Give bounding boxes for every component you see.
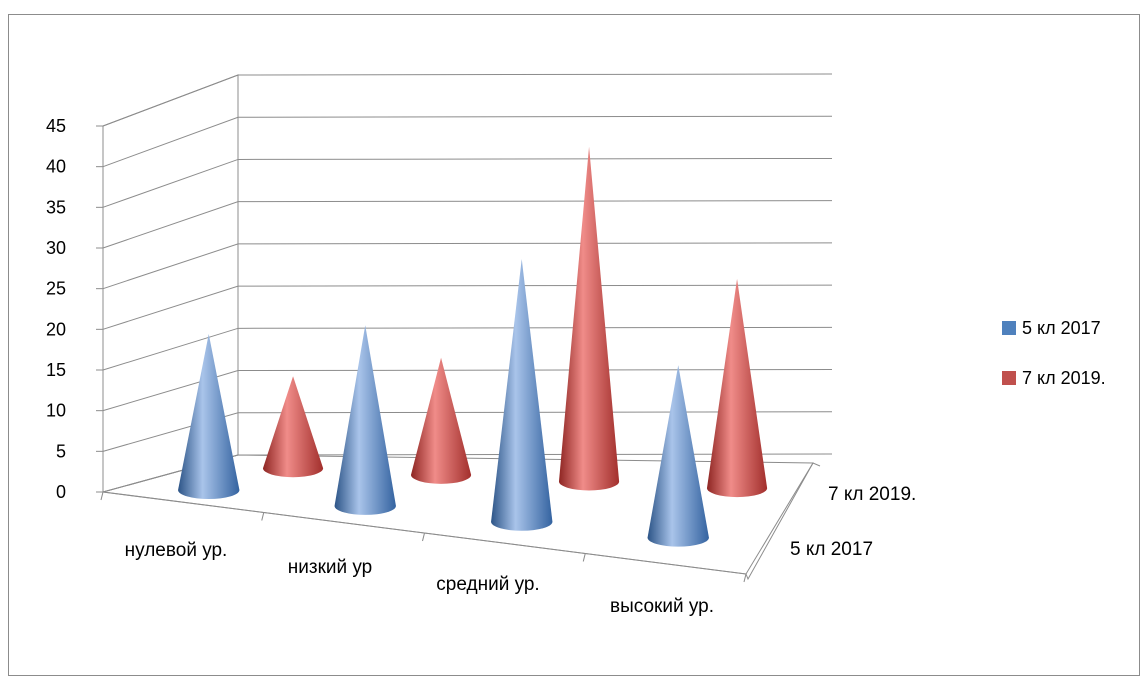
y-tick-label: 40: [46, 157, 66, 177]
bar: [558, 146, 620, 491]
legend-swatch-0: [1002, 321, 1016, 335]
y-tick-label: 35: [46, 197, 66, 217]
bar: [647, 365, 709, 547]
cone-0-2: [491, 259, 553, 531]
x-tick-label: нулевой ур.: [125, 540, 228, 561]
cone-1-2: [558, 146, 620, 491]
gridline: [102, 242, 833, 290]
x-tick-mark: [100, 491, 104, 501]
y-tick-label: 0: [56, 482, 66, 502]
x-tick-mark: [743, 573, 747, 583]
y-tick-label: 15: [46, 360, 66, 380]
bar: [706, 278, 768, 498]
bar: [178, 334, 240, 500]
gridline: [102, 369, 833, 412]
y-tick-label: 30: [46, 238, 66, 258]
bar: [491, 259, 553, 531]
gridline: [102, 115, 833, 168]
depth-tick-label: 7 кл 2019.: [828, 484, 916, 505]
legend-label-0: 5 кл 2017: [1022, 318, 1101, 338]
cone-1-3: [706, 278, 768, 498]
x-tick-mark: [261, 512, 265, 521]
x-tick-mark: [582, 553, 586, 562]
gridline: [102, 157, 833, 208]
legend-swatch-1: [1002, 371, 1016, 385]
bar: [334, 325, 396, 515]
bar: [410, 357, 472, 484]
chart-gridlines: [102, 73, 833, 493]
x-tick-label: низкий ур: [288, 557, 373, 578]
gridline: [102, 326, 833, 371]
depth-tick-label: 5 кл 2017: [790, 539, 873, 560]
bar: [262, 376, 324, 478]
x-tick-label: средний ур.: [436, 574, 539, 595]
chart-walls: [102, 74, 814, 575]
chart-labels: 0 5 10 15 20 25 30 35 40 45 нулевой ур. низкий ур ср…: [46, 116, 916, 617]
y-tick-label: 5: [56, 441, 66, 461]
y-tick-label: 45: [46, 116, 66, 136]
cone-0-0: [178, 334, 240, 500]
x-tick-label: высокий ур.: [610, 596, 714, 617]
cone-1-1: [410, 357, 472, 484]
gridline: [102, 453, 833, 493]
gridline: [102, 411, 833, 452]
y-tick-label: 25: [46, 279, 66, 299]
chart-marks: [178, 146, 768, 547]
legend-label-1: 7 кл 2019.: [1022, 368, 1106, 388]
cone-0-3: [647, 365, 709, 547]
y-tick-label: 20: [46, 319, 66, 339]
chart-axes: [96, 125, 821, 583]
chart-legend: 5 кл 2017 7 кл 2019.: [1002, 318, 1106, 388]
gridline: [102, 284, 833, 330]
depth-axis: [745, 462, 821, 581]
y-tick-label: 10: [46, 401, 66, 421]
cone-0-1: [334, 325, 396, 515]
x-tick-mark: [422, 532, 425, 542]
gridline: [102, 73, 833, 127]
cone-1-0: [262, 376, 324, 478]
gridline: [102, 200, 833, 249]
